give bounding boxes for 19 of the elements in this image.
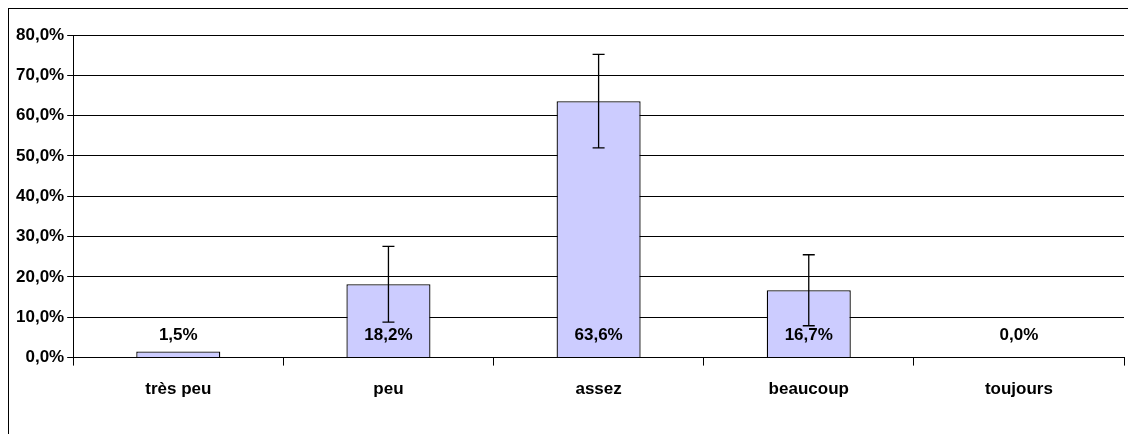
- x-tick-label: assez: [575, 379, 622, 399]
- y-tick-label: 0,0%: [25, 347, 65, 367]
- y-tick-label: 40,0%: [16, 185, 65, 205]
- x-tick-label: beaucoup: [768, 379, 849, 399]
- x-tick-label: très peu: [145, 379, 212, 399]
- data-label: 63,6%: [574, 325, 623, 345]
- y-tick-label: 70,0%: [16, 65, 65, 85]
- y-tick-label: 30,0%: [16, 226, 65, 246]
- y-tick-label: 10,0%: [16, 306, 65, 326]
- y-tick-label: 50,0%: [16, 145, 65, 165]
- y-tick-label: 20,0%: [16, 266, 65, 286]
- data-label: 1,5%: [158, 325, 198, 345]
- x-tick-label: toujours: [984, 379, 1053, 399]
- data-label: 0,0%: [999, 325, 1039, 345]
- data-label: 18,2%: [364, 325, 413, 345]
- y-tick-label: 60,0%: [16, 105, 65, 125]
- y-tick-label: 80,0%: [16, 24, 65, 44]
- x-tick-label: peu: [373, 379, 404, 399]
- data-label: 16,7%: [784, 325, 833, 345]
